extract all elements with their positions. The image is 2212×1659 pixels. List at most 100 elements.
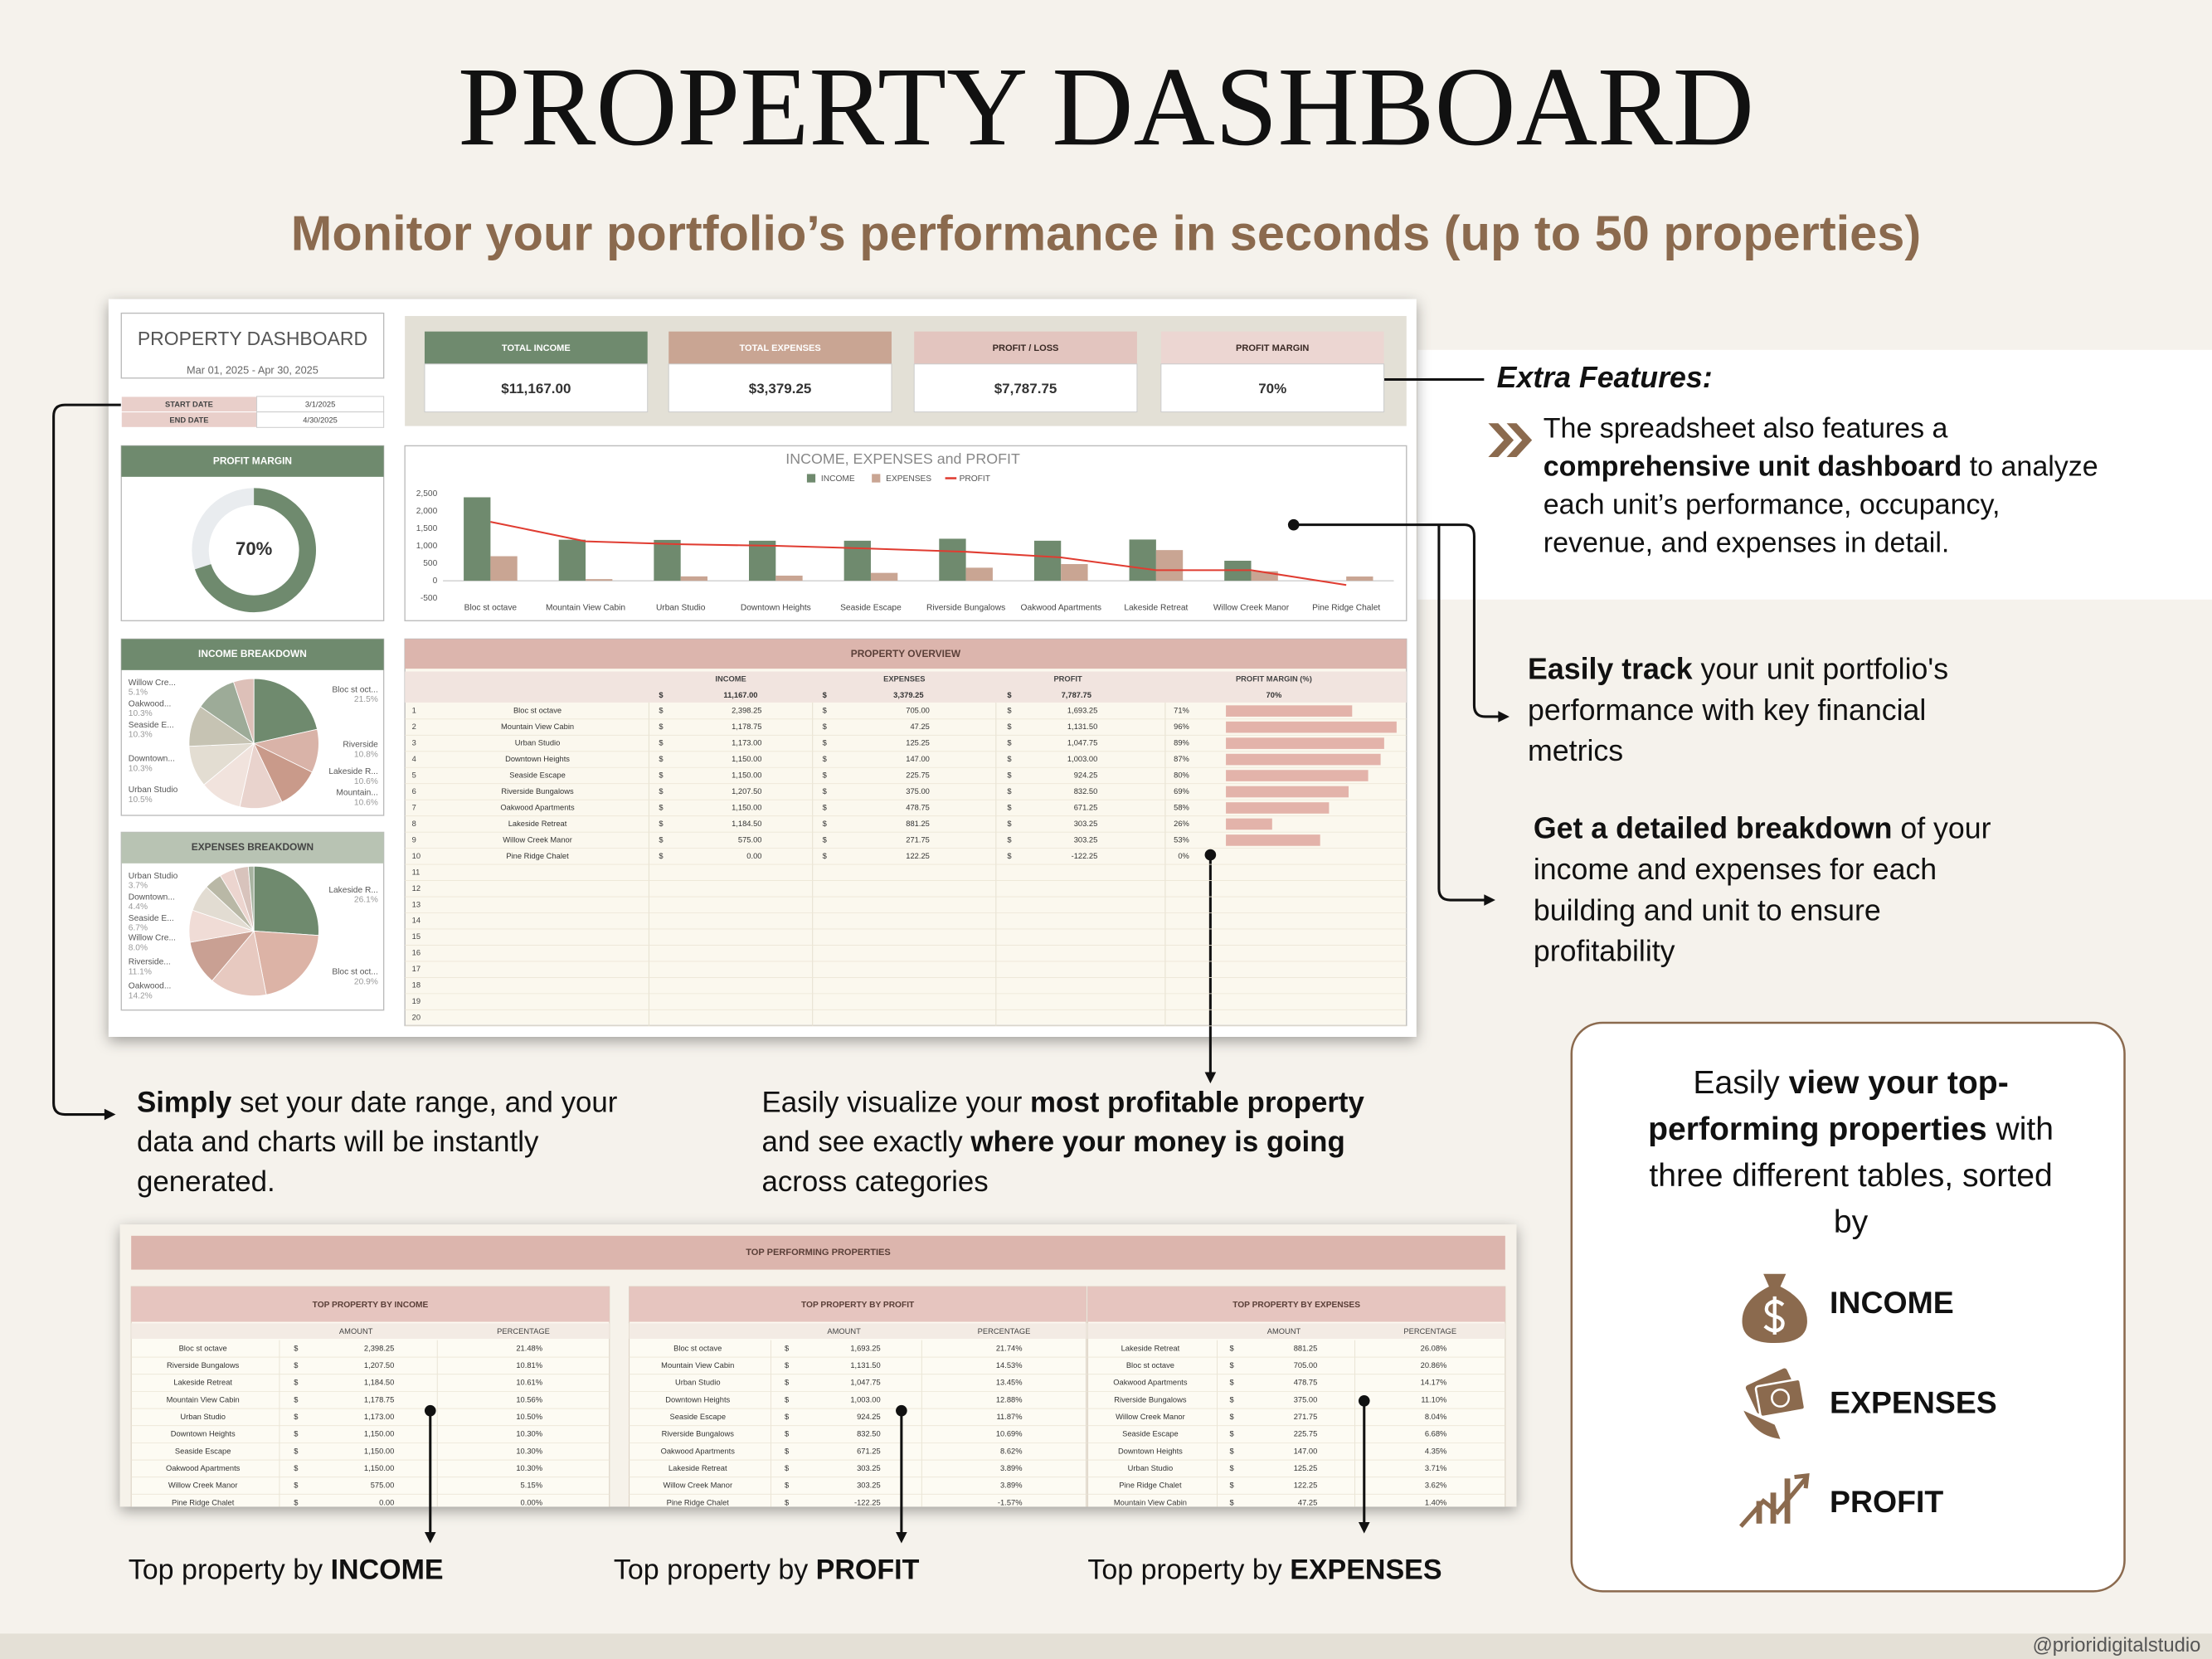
legend-swatch	[872, 474, 881, 483]
row-number: 3	[412, 739, 416, 747]
top-colhead	[629, 1323, 1087, 1339]
currency: $	[294, 1379, 299, 1387]
x-tick-label: Bloc st octave	[464, 604, 518, 613]
row-number: 13	[412, 900, 421, 908]
kpi-label: PROFIT MARGIN	[1236, 343, 1309, 353]
text-run: Easily	[1693, 1065, 1788, 1101]
currency: $	[823, 803, 828, 811]
margin-bar	[1226, 818, 1272, 830]
amount: 1,184.50	[364, 1379, 394, 1387]
margin-bar	[1226, 834, 1320, 846]
percentage: 8.62%	[1000, 1447, 1023, 1455]
total-value: 11,167.00	[723, 691, 757, 699]
text-run: with	[1987, 1112, 2054, 1147]
extra-band	[1417, 349, 2212, 600]
currency: $	[1230, 1498, 1235, 1506]
bar	[1033, 540, 1062, 581]
pie-label: Oakwood...	[129, 699, 172, 708]
kpi-header	[668, 331, 892, 364]
features-line: Easily view your top-	[1693, 1065, 2008, 1101]
percentage: 13.45%	[996, 1379, 1023, 1387]
property-name: Seaside Escape	[669, 1413, 726, 1421]
property-name: Riverside Bungalows	[501, 787, 574, 795]
icon-growth	[1738, 1473, 1810, 1528]
callout-line: The spreadsheet also features a	[1544, 413, 1948, 445]
title-box	[120, 312, 385, 379]
property-name: Lakeside Retreat	[1121, 1344, 1180, 1352]
row-number: 5	[412, 771, 416, 780]
trend-head	[1794, 1473, 1810, 1489]
amount: 1,184.50	[732, 820, 761, 828]
amount: 271.75	[906, 835, 930, 844]
percentage: 10.30%	[516, 1464, 542, 1472]
top-colhead	[1087, 1323, 1505, 1339]
amount: 881.25	[906, 820, 930, 828]
text-run: view your top-	[1789, 1065, 2009, 1101]
text-run: INCOME	[331, 1554, 444, 1586]
pie-label: Seaside E...	[129, 914, 174, 923]
box-header	[121, 639, 384, 670]
currency: $	[1007, 691, 1012, 699]
amount: 1,173.00	[364, 1413, 394, 1421]
kpi-value: $3,379.25	[749, 381, 812, 397]
callout-line: Simply set your date range, and your	[137, 1087, 618, 1119]
arrow-line	[1437, 524, 1493, 902]
text-run: Easily track	[1528, 653, 1693, 686]
margin-bar	[1226, 737, 1384, 749]
amount: 478.75	[1294, 1379, 1318, 1387]
row-number: 4	[412, 755, 416, 763]
property-name: Pine Ridge Chalet	[506, 852, 569, 860]
bar	[1129, 539, 1156, 581]
property-name: Pine Ridge Chalet	[667, 1498, 730, 1506]
text-run: Top property by	[1087, 1554, 1290, 1586]
row-number: 14	[412, 917, 421, 925]
currency: $	[294, 1344, 299, 1352]
property-name: Bloc st octave	[513, 707, 562, 715]
top-table-title: TOP PROPERTY BY PROFIT	[801, 1301, 915, 1310]
currency: $	[659, 691, 664, 699]
amount: 147.00	[1294, 1447, 1318, 1455]
amount: 478.75	[906, 803, 930, 811]
currency: $	[659, 755, 664, 763]
amount: 375.00	[1294, 1395, 1318, 1404]
currency: $	[294, 1430, 299, 1438]
text-run: Top property by	[129, 1554, 331, 1586]
page-title: PROPERTY DASHBOARD	[458, 45, 1754, 169]
percentage: 20.86%	[1421, 1361, 1447, 1370]
callout-line: generated.	[137, 1165, 275, 1198]
currency: $	[1007, 787, 1012, 795]
arrows	[52, 377, 1507, 1538]
pie-value-label: 4.4%	[129, 902, 148, 912]
percentage: 10.50%	[516, 1413, 542, 1421]
callout-line: building and unit to ensure	[1534, 894, 1881, 927]
margin-label: 96%	[1174, 722, 1189, 731]
currency: $	[659, 707, 664, 715]
currency: $	[1007, 852, 1012, 860]
callout-line: income and expenses for each	[1534, 853, 1937, 886]
text-run: each unit’s performance, occupancy,	[1544, 489, 2001, 521]
pie-label: Downtown...	[129, 755, 175, 764]
currency: $	[785, 1498, 790, 1506]
property-name: Downtown Heights	[1118, 1447, 1183, 1455]
kpi-body	[424, 363, 649, 413]
pie-value-label: 10.8%	[354, 751, 378, 760]
property-name: Bloc st octave	[179, 1344, 227, 1352]
currency: $	[823, 707, 828, 715]
pie-label: Willow Cre...	[129, 679, 176, 688]
callout-line: metrics	[1528, 735, 1623, 768]
margin-bar	[1226, 753, 1381, 766]
bar	[1346, 576, 1373, 581]
top-tables: TOP PROPERTY BY INCOME AMOUNT PERCENTAGE Bl…	[130, 1286, 1506, 1507]
amount: 575.00	[738, 835, 762, 844]
date-value: 3/1/2025	[305, 401, 335, 409]
text-run: performing properties	[1648, 1112, 1987, 1147]
currency: $	[1230, 1361, 1235, 1370]
y-tick-label: 2,000	[416, 507, 438, 516]
legend-label: PROFIT	[960, 474, 990, 484]
property-name: Willow Creek Manor	[168, 1481, 238, 1490]
currency: $	[1007, 755, 1012, 763]
text-run: of your	[1892, 812, 1991, 845]
text-run: EXPENSES	[1290, 1554, 1441, 1586]
row-number: 6	[412, 787, 416, 795]
currency: $	[823, 739, 828, 747]
